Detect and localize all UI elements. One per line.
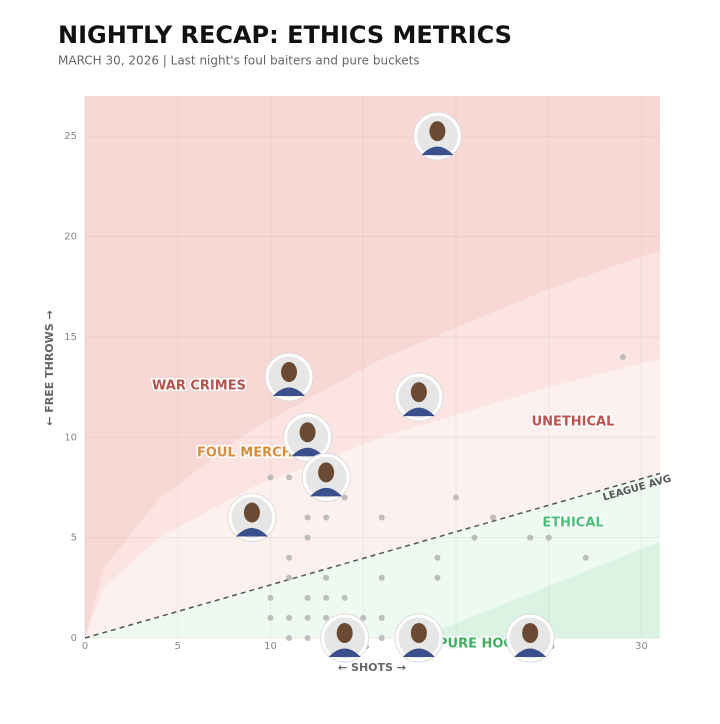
player-dot (471, 534, 478, 541)
player-dot (619, 353, 626, 360)
player-dot (341, 494, 348, 501)
player-dot (286, 635, 293, 641)
avatar-head (336, 623, 353, 643)
zone-fill (418, 541, 660, 638)
avatar-ring (320, 613, 370, 663)
avatar-ring (394, 372, 444, 422)
avatar-body (328, 648, 361, 657)
player-avatar (505, 613, 555, 663)
chart-subtitle: MARCH 30, 2026 | Last night's foul baite… (58, 54, 420, 68)
avatar-head (299, 422, 316, 443)
player-avatar (394, 372, 444, 422)
y-tick-label: 20 (64, 232, 77, 243)
player-dot (286, 614, 293, 621)
avatar-body (310, 487, 343, 497)
avatar-head (243, 502, 260, 523)
avatar-body (514, 648, 547, 657)
player-dot (341, 594, 348, 601)
player-dot (378, 514, 385, 521)
player-dot (267, 474, 274, 481)
zone-label: ETHICAL (542, 516, 603, 531)
y-tick-label: 5 (71, 533, 77, 544)
player-dot (323, 514, 330, 521)
player-dot (360, 614, 367, 621)
player-dot (267, 614, 274, 621)
x-tick-label: 10 (264, 641, 277, 652)
player-dot (304, 594, 311, 601)
avatar-body (291, 447, 324, 457)
player-dot (304, 534, 311, 541)
avatar-ring (394, 613, 444, 663)
player-dot (378, 635, 385, 641)
zone-label: UNETHICAL (532, 415, 615, 430)
avatar-head (318, 462, 335, 483)
player-dot (323, 614, 330, 621)
y-axis-label: ← FREE THROWS → (43, 310, 56, 426)
avatar-ring (264, 352, 314, 402)
player-avatar (301, 452, 351, 502)
player-dot (582, 554, 589, 561)
player-dot (434, 554, 441, 561)
player-dot (267, 594, 274, 601)
avatar-body (402, 648, 435, 657)
x-tick-label: 30 (635, 641, 648, 652)
x-axis-label: ← SHOTS → (338, 661, 406, 674)
y-tick-label: 0 (71, 633, 77, 644)
avatar-body (402, 407, 435, 417)
zone-label: WAR CRIMES (152, 379, 246, 394)
avatar-body (421, 146, 454, 156)
avatar-body (235, 528, 268, 537)
avatar-head (429, 121, 446, 142)
x-tick-label: 20 (450, 641, 463, 652)
player-dot (378, 614, 385, 621)
avatar-ring (301, 452, 351, 502)
player-dot (452, 494, 459, 501)
player-dot (323, 594, 330, 601)
player-dot (304, 514, 311, 521)
zone-fill (85, 96, 660, 638)
avatar-head (410, 623, 427, 643)
player-avatar (227, 493, 277, 543)
player-dot (286, 474, 293, 481)
x-tick-label: 5 (175, 641, 181, 652)
player-dot (286, 574, 293, 581)
avatar-ring (505, 613, 555, 663)
player-dot (304, 635, 311, 641)
league-line (84, 472, 661, 639)
chart-title: NIGHTLY RECAP: ETHICS METRICS (58, 21, 512, 49)
y-tick-label: 25 (64, 131, 77, 142)
player-dot (545, 534, 552, 541)
player-dot (490, 514, 497, 521)
player-dot (323, 574, 330, 581)
player-avatar (394, 613, 444, 663)
avatar-ring (227, 493, 277, 543)
player-dot (286, 554, 293, 561)
y-tick-label: 15 (64, 332, 77, 343)
player-dot (434, 574, 441, 581)
x-tick-label: 0 (82, 641, 88, 652)
y-tick-label: 10 (64, 432, 77, 443)
avatar-ring (412, 111, 462, 161)
player-avatar (264, 352, 314, 402)
player-avatar (283, 412, 333, 462)
avatar-head (281, 362, 298, 383)
avatar-body (273, 387, 306, 397)
player-dot (378, 574, 385, 581)
avatar-head (522, 623, 539, 643)
avatar-head (410, 382, 427, 403)
player-avatar (320, 613, 370, 663)
avatar-ring (283, 412, 333, 462)
player-avatar (412, 111, 462, 161)
player-dot (527, 534, 534, 541)
player-dot (304, 614, 311, 621)
